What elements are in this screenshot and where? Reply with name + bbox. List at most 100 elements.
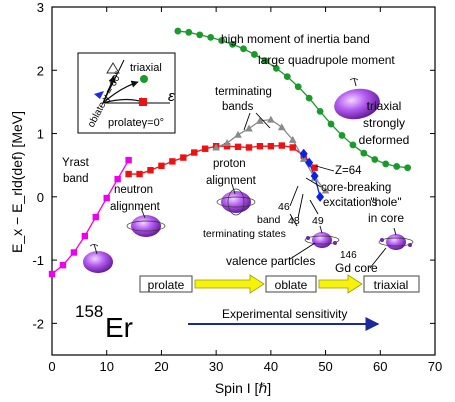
y-axis-label: E_x − E_rld(def) [MeV]	[9, 111, 25, 253]
inset-prolate-label: prolateγ=0°	[108, 117, 164, 129]
data-point	[234, 130, 242, 138]
y-tick-label: -2	[32, 316, 44, 331]
annotation-proton-alignment: alignment	[206, 175, 257, 187]
data-point	[223, 143, 231, 150]
data-point	[240, 45, 247, 53]
annotation-in-core: in core	[368, 211, 404, 225]
data-point	[267, 115, 275, 123]
x-tick-label: 40	[264, 359, 278, 374]
ellipsoid-strongly-deformed	[334, 77, 380, 120]
data-point	[294, 83, 302, 91]
data-point	[234, 143, 242, 151]
series-line-4	[177, 30, 408, 169]
data-point	[256, 143, 264, 150]
annotation-valence-particles: valence particles	[226, 254, 315, 268]
data-point	[147, 167, 154, 174]
inset-triaxial-label: triaxial	[130, 62, 162, 74]
x-axis-label-text: Spin I [ℏ]	[215, 380, 271, 396]
data-point	[278, 123, 286, 131]
y-tick-label: -1	[32, 253, 44, 268]
x-axis-label: Spin I [ℏ]	[215, 380, 271, 396]
data-point	[196, 31, 204, 39]
prolate-box	[139, 275, 193, 293]
inset-gamma0: γ=0°	[142, 117, 164, 129]
arrow-oblate-triaxial	[318, 274, 363, 294]
prolate-label: prolate	[148, 278, 185, 292]
annotation-excitations: excitations	[323, 197, 378, 209]
data-point	[103, 194, 110, 202]
y-axis-label-text: E_x − E_rld(def) [MeV]	[9, 111, 25, 253]
data-point	[404, 164, 412, 172]
nucleus-label: 158 Er	[75, 302, 133, 343]
data-point	[316, 191, 325, 202]
data-point	[311, 164, 318, 171]
data-point	[125, 156, 132, 164]
gamma-inset: ε triaxial prolateγ=0° oblate γ = 60°	[77, 52, 176, 134]
data-point	[382, 160, 390, 168]
inset-epsilon: ε	[168, 88, 175, 105]
x-tick-label: 20	[154, 359, 168, 374]
data-point	[305, 94, 313, 102]
annotation-terminating-states: terminating states	[203, 228, 286, 240]
y-tick-label: 3	[37, 0, 44, 15]
data-point	[169, 158, 176, 165]
annotation-triaxial: triaxial	[367, 99, 402, 113]
data-point	[278, 142, 285, 149]
data-point	[59, 261, 67, 269]
ellipsoid-hole-core	[378, 227, 414, 250]
annotation-gd-core: Gd core	[335, 261, 378, 275]
annotation-neutron: neutron	[114, 184, 153, 196]
data-point	[256, 116, 264, 124]
annotation-bands: bands	[222, 101, 254, 113]
data-point	[267, 143, 275, 150]
annotation-49: 49	[312, 215, 324, 227]
data-point	[371, 156, 379, 163]
triaxial-box	[363, 275, 420, 293]
data-point	[48, 270, 56, 278]
oblate-box	[265, 275, 317, 293]
x-tick-label: 70	[428, 359, 442, 374]
annotation-term-band: band	[257, 214, 281, 226]
ellipsoid-yrast	[83, 243, 113, 273]
data-point	[92, 213, 99, 221]
series-markers	[48, 27, 412, 278]
annotation-yrast: Yrast	[62, 157, 90, 169]
data-point	[81, 232, 89, 240]
arrow-prolate-oblate	[194, 274, 265, 294]
data-point	[114, 175, 121, 183]
data-point	[202, 145, 209, 152]
data-point	[185, 28, 193, 36]
data-point	[70, 249, 78, 256]
data-point	[261, 57, 269, 65]
annotation-146: 146	[340, 250, 357, 261]
oblate-label: oblate	[275, 278, 308, 292]
data-point	[125, 170, 132, 178]
ellipsoid-proton	[216, 183, 256, 216]
data-point	[360, 149, 368, 157]
data-point	[349, 141, 357, 149]
data-point	[321, 186, 330, 194]
inset-frame	[77, 52, 176, 134]
annotation-neutron-alignment: alignment	[110, 201, 161, 213]
x-tick-label: 60	[373, 359, 387, 374]
inset-oblate-point	[106, 62, 120, 74]
annotation-strongly: strongly	[363, 116, 405, 130]
experimental-sensitivity: Experimental sensitivity	[188, 307, 380, 331]
data-point	[299, 148, 308, 159]
annotation-hole: "hole"	[370, 195, 401, 209]
annotation-proton: proton	[213, 158, 246, 170]
data-point	[305, 157, 314, 168]
data-point	[158, 162, 165, 170]
data-point	[207, 33, 215, 41]
ellipsoid-neutron	[126, 207, 166, 237]
annotation-46: 46	[278, 201, 290, 213]
x-tick-label: 10	[99, 359, 113, 374]
data-point	[174, 27, 182, 35]
axis-ticks: 0 10 20 30 40 50 60 70 -2 -1 0 1 2 3	[32, 0, 442, 374]
data-point	[180, 154, 187, 161]
data-point	[245, 124, 253, 132]
annotation-core-breaking: core-breaking	[321, 182, 391, 194]
nucleus-symbol: Er	[105, 312, 133, 343]
data-point	[229, 40, 236, 48]
